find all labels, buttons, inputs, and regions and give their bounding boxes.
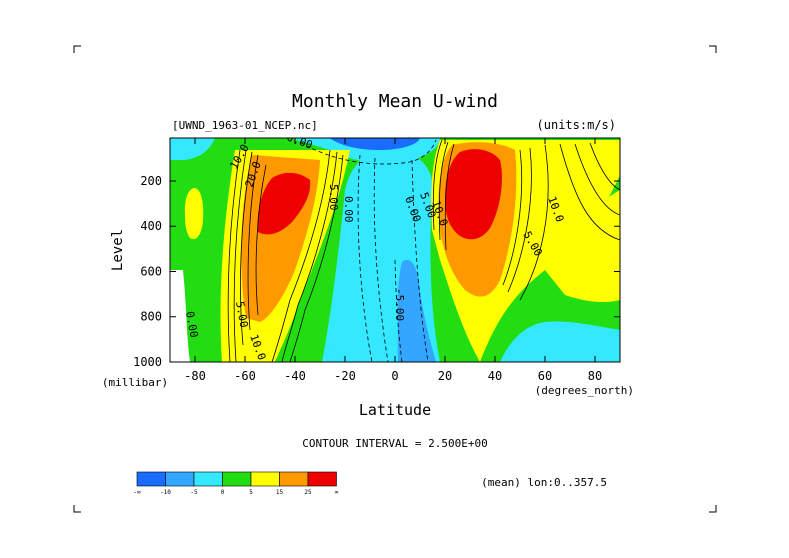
contour-line [271,149,331,362]
colorbar-swatch [279,471,309,487]
contour-line [438,141,449,241]
region-nh-jet-25 [445,149,502,240]
x-tick-label: -20 [334,369,356,383]
dataset-label: [UWND_1963-01_NCEP.nc] [172,119,318,132]
contour-line [289,154,344,362]
contour-lines [227,139,620,362]
y-tick-label: 800 [140,310,162,324]
contour-interval-text: CONTOUR INTERVAL = 2.500E+00 [302,437,487,450]
contour-line [227,149,241,362]
crop-mark-top-left [73,45,81,53]
contour-line [255,164,267,316]
contour-line [247,154,259,331]
colorbar-label: -∞ [133,489,141,496]
x-axis-unit: (degrees_north) [535,384,634,397]
contour-line [240,151,253,346]
region-sh-jet-25 [257,172,311,235]
x-tick-label: 20 [438,369,452,383]
units-label: (units:m/s) [537,118,616,132]
colorbar-swatch [193,471,223,487]
crop-mark-bottom-left [73,505,81,513]
x-tick-label: -40 [284,369,306,383]
x-tick-label: -60 [234,369,256,383]
colorbar-label: -10 [160,489,171,496]
x-tick-label: 0 [391,369,398,383]
x-tick-label: 80 [588,369,602,383]
region-sh-patch [184,188,204,240]
colorbar-label: 0 [221,489,225,496]
x-tick-label: 40 [488,369,502,383]
colorbar-label: -5 [190,489,198,496]
y-tick-label: 1000 [133,355,162,369]
footnote: (mean) lon:0..357.5 [481,476,607,489]
contour-line-negative [357,154,373,362]
region-sh-lowlevel-neg [327,348,343,362]
contour-line [519,144,549,301]
contour-line [502,149,523,286]
crop-marks [73,45,717,513]
y-tick-label: 600 [140,264,162,278]
contour-line [444,143,455,251]
region-nh-surface-easterly [500,321,620,362]
contour-line [432,139,443,231]
x-axis-title: Latitude [359,401,431,419]
colorbar-label: 15 [276,489,284,496]
y-axis: 200 400 600 800 1000 [133,174,620,369]
contour-line [589,142,620,191]
contour-line [507,147,532,293]
colorbar-swatch [165,471,195,487]
region-sh-ground [170,270,190,362]
contour-label: 0.00 [342,196,355,223]
colorbar-label: 25 [304,489,312,496]
colorbar-swatch [222,471,252,487]
x-tick-label: -80 [184,369,206,383]
region-upper-easterly-core [330,138,420,150]
colorbar-swatch [307,471,337,487]
x-tick-label: 60 [538,369,552,383]
contour-label: -5.00 [393,288,406,321]
x-axis: -80 -60 -40 -20 0 20 40 60 80 [184,138,602,383]
region-tropical-easterly-core [397,259,436,362]
contour-label: 5.00 [327,184,340,211]
contour-lines-dashed [299,139,437,362]
contour-line-negative [299,139,437,165]
y-tick-label: 200 [140,174,162,188]
contour-label: 5.00 [233,300,250,328]
chart-title: Monthly Mean U-wind [292,91,498,112]
colorbar: -∞ -10 -5 0 5 15 25 ∞ [133,471,339,496]
crop-mark-top-right [709,45,717,53]
contour-line-negative [394,259,403,362]
region-nh-subpolar-5 [545,190,620,303]
y-axis-unit: (millibar) [102,376,168,389]
colorbar-label: 5 [249,489,253,496]
y-axis-title: Level [110,229,126,271]
crop-mark-bottom-right [709,505,717,513]
contour-line [233,149,247,362]
contour-line [281,151,338,362]
colorbar-swatch [250,471,280,487]
contour-label: 0.00 [183,310,200,338]
colorbar-swatch [136,471,166,487]
contour-line [559,143,620,241]
y-tick-label: 400 [140,219,162,233]
contour-field: 10.0 20.0 5.00 0.00 -5.00 10.0 5.00 0.00… [170,138,620,362]
contour-line-negative [373,157,389,362]
contour-line [574,143,620,216]
region-polar-sh [170,138,215,160]
colorbar-label: ∞ [335,489,339,496]
